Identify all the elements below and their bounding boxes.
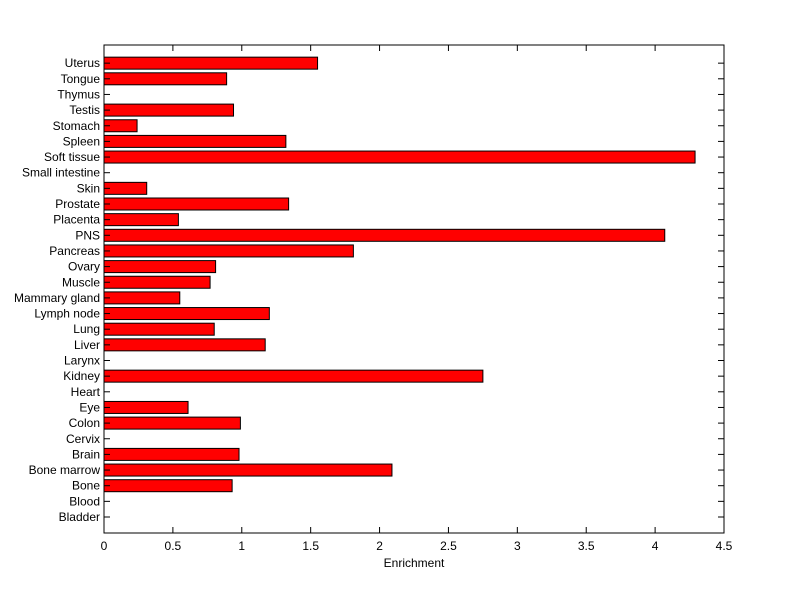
bar-testis: [103, 103, 235, 117]
y-tick-label: Muscle: [62, 275, 100, 289]
plot-frame: [103, 44, 725, 534]
x-tick-label: 3.5: [578, 539, 595, 553]
bar-soft-tissue: [103, 150, 696, 164]
y-tick-label: Pancreas: [49, 244, 100, 258]
x-ticks-group: 0 0.5 1 1.5 2 2.5 3 3.5 4 4.5: [101, 45, 733, 553]
y-tick-label: Testis: [69, 103, 100, 117]
bar-bone: [103, 479, 233, 493]
y-tick-label: Soft tissue: [44, 150, 100, 164]
y-tick-label: Prostate: [55, 197, 100, 211]
bar-placenta: [103, 213, 179, 227]
y-tick-label: Mammary gland: [14, 291, 100, 305]
y-tick-label: Bone: [72, 479, 100, 493]
x-tick-label: 3: [514, 539, 521, 553]
x-tick-label: 0.5: [165, 539, 182, 553]
y-tick-label: Heart: [71, 385, 101, 399]
y-tick-label: Bone marrow: [29, 463, 101, 477]
y-tick-label: Bladder: [59, 510, 100, 524]
y-tick-label: Thymus: [57, 87, 100, 101]
x-tick-label: 2.5: [440, 539, 457, 553]
bar-pns: [103, 228, 666, 242]
y-tick-label: Placenta: [53, 213, 100, 227]
y-tick-label: Uterus: [65, 56, 100, 70]
y-tick-label: Lymph node: [34, 307, 100, 321]
bar-skin: [103, 181, 148, 195]
y-tick-label: Stomach: [53, 119, 100, 133]
bar-mammary-gland: [103, 291, 181, 305]
bar-ovary: [103, 260, 217, 274]
y-tick-label: Kidney: [63, 369, 100, 383]
bar-liver: [103, 338, 266, 352]
y-tick-label: Skin: [77, 181, 100, 195]
bar-pancreas: [103, 244, 354, 258]
x-tick-label: 0: [101, 539, 108, 553]
x-tick-label: 1: [238, 539, 245, 553]
bar-bone-marrow: [103, 463, 393, 477]
y-tick-label: Blood: [69, 494, 100, 508]
y-tick-label: Liver: [74, 338, 100, 352]
y-tick-label: Spleen: [63, 134, 100, 148]
bar-kidney: [103, 369, 484, 383]
x-tick-label: 2: [376, 539, 383, 553]
x-tick-label: 4: [652, 539, 659, 553]
x-tick-label: 1.5: [302, 539, 319, 553]
y-tick-label: Cervix: [66, 432, 100, 446]
y-tick-label: Eye: [79, 400, 100, 414]
bar-uterus: [103, 56, 319, 70]
bar-eye: [103, 400, 189, 414]
x-axis-label: Enrichment: [384, 556, 445, 570]
y-tick-label: Brain: [72, 447, 100, 461]
bar-brain: [103, 447, 240, 461]
bar-tongue: [103, 72, 228, 86]
x-tick-label: 4.5: [716, 539, 733, 553]
bar-lymph-node: [103, 307, 270, 321]
bar-muscle: [103, 275, 211, 289]
y-tick-label: Small intestine: [22, 166, 100, 180]
bar-prostate: [103, 197, 290, 211]
bar-lung: [103, 322, 215, 336]
bar-colon: [103, 416, 241, 430]
y-tick-label: Larynx: [64, 354, 100, 368]
y-tick-label: Colon: [69, 416, 100, 430]
bar-spleen: [103, 134, 287, 148]
y-tick-label: Lung: [73, 322, 100, 336]
y-tick-label: Tongue: [61, 72, 101, 86]
y-tick-label: PNS: [75, 228, 100, 242]
y-tick-label: Ovary: [68, 260, 100, 274]
